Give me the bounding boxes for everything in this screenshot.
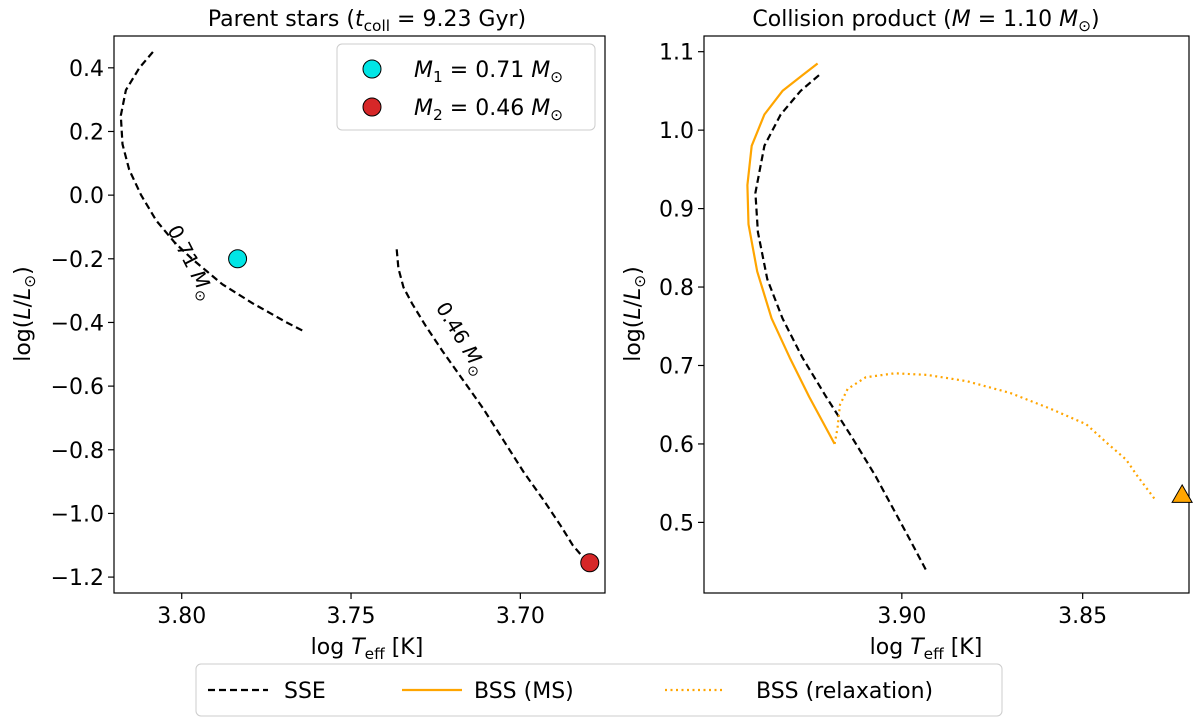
parent-stars-y-tick-label: 0.0 bbox=[69, 184, 104, 209]
collision-product-point-relaxation-end bbox=[1171, 483, 1193, 503]
parent-stars-axes-frame bbox=[113, 35, 606, 594]
parent-stars-legend: M1 = 0.71 M⊙ M2 = 0.46 M⊙ bbox=[336, 43, 596, 131]
parent-stars-series-0-46-m-sun-track bbox=[395, 249, 588, 562]
legend-marker-m1 bbox=[362, 59, 382, 79]
parent-stars-x-tick-label: 3.70 bbox=[496, 604, 545, 629]
parent-stars-y-tick-label: −0.2 bbox=[51, 248, 104, 273]
collision-product-x-ticks: 3.90 3.85 bbox=[877, 593, 1107, 629]
collision-product-title: Collision product (M = 1.10 M⊙) bbox=[752, 7, 1099, 35]
parent-stars-y-tick-label: −0.6 bbox=[51, 375, 104, 400]
parent-stars-x-axis-label: log Teff [K] bbox=[311, 635, 424, 663]
parent-stars-y-axis-label: log(L/L⊙) bbox=[11, 266, 39, 362]
collision-product-y-tick-label: 0.8 bbox=[659, 276, 694, 301]
collision-product-series-sse bbox=[754, 74, 927, 571]
collision-product-plot-area bbox=[703, 35, 1193, 594]
legend-label-m1: M1 = 0.71 M⊙ bbox=[414, 58, 563, 86]
figure-legend-label-bss-ms: BSS (MS) bbox=[474, 679, 574, 704]
parent-stars-x-tick-label: 3.75 bbox=[327, 604, 376, 629]
collision-product-y-ticks: 0.5 0.6 0.7 0.8 0.9 1.0 1.1 bbox=[659, 41, 704, 536]
collision-product-axes-frame bbox=[703, 35, 1190, 594]
collision-product-panel: Collision product (M = 1.10 M⊙) 3.90 3.85… bbox=[621, 7, 1193, 663]
parent-stars-point-m1 bbox=[228, 249, 248, 269]
parent-stars-y-tick-label: −1.0 bbox=[51, 502, 104, 527]
parent-stars-point-m2 bbox=[580, 553, 600, 573]
collision-product-y-tick-label: 1.0 bbox=[659, 119, 694, 144]
collision-product-y-axis-label: log(L/L⊙) bbox=[621, 266, 649, 362]
parent-stars-title: Parent stars (tcoll = 9.23 Gyr) bbox=[208, 7, 526, 35]
parent-stars-y-tick-label: −0.4 bbox=[51, 311, 104, 336]
collision-product-series-bss-relaxation bbox=[833, 372, 1156, 500]
collision-product-y-tick-label: 1.1 bbox=[659, 41, 694, 66]
parent-stars-y-tick-label: −1.2 bbox=[51, 566, 104, 591]
collision-product-series-bss-ms bbox=[746, 62, 836, 445]
parent-stars-x-tick-label: 3.80 bbox=[157, 604, 206, 629]
collision-product-y-tick-label: 0.9 bbox=[659, 198, 694, 223]
parent-stars-y-tick-label: 0.2 bbox=[69, 120, 104, 145]
figure-legend-label-sse: SSE bbox=[284, 679, 326, 704]
legend-label-m2: M2 = 0.46 M⊙ bbox=[414, 96, 563, 124]
parent-stars-x-ticks: 3.80 3.75 3.70 bbox=[157, 593, 545, 629]
collision-product-y-tick-label: 0.5 bbox=[659, 511, 694, 536]
collision-product-y-tick-label: 0.6 bbox=[659, 433, 694, 458]
collision-product-x-axis-label: log Teff [K] bbox=[870, 635, 983, 663]
figure-legend-frame bbox=[195, 663, 1003, 717]
parent-stars-track-label-2: 0.46 M⊙ bbox=[428, 298, 493, 381]
parent-stars-panel: Parent stars (tcoll = 9.23 Gyr) 0.71 M⊙ 0… bbox=[11, 7, 606, 663]
figure-legend: SSE BSS (MS) BSS (relaxation) bbox=[195, 663, 1003, 717]
collision-product-x-tick-label: 3.85 bbox=[1058, 604, 1107, 629]
collision-product-x-tick-label: 3.90 bbox=[877, 604, 926, 629]
parent-stars-legend-frame bbox=[336, 43, 596, 131]
parent-stars-y-tick-label: −0.8 bbox=[51, 439, 104, 464]
collision-product-y-tick-label: 0.7 bbox=[659, 354, 694, 379]
parent-stars-track-label-1: 0.71 M⊙ bbox=[159, 221, 220, 305]
parent-stars-y-ticks: 0.4 0.2 0.0 −0.2 −0.4 −0.6 −0.8 −1.0 −1.2 bbox=[51, 57, 114, 591]
figure-legend-label-bss-relaxation: BSS (relaxation) bbox=[756, 679, 933, 704]
legend-marker-m2 bbox=[362, 97, 382, 117]
parent-stars-y-tick-label: 0.4 bbox=[69, 57, 104, 82]
parent-stars-series-0-71-m-sun-track bbox=[119, 51, 306, 333]
